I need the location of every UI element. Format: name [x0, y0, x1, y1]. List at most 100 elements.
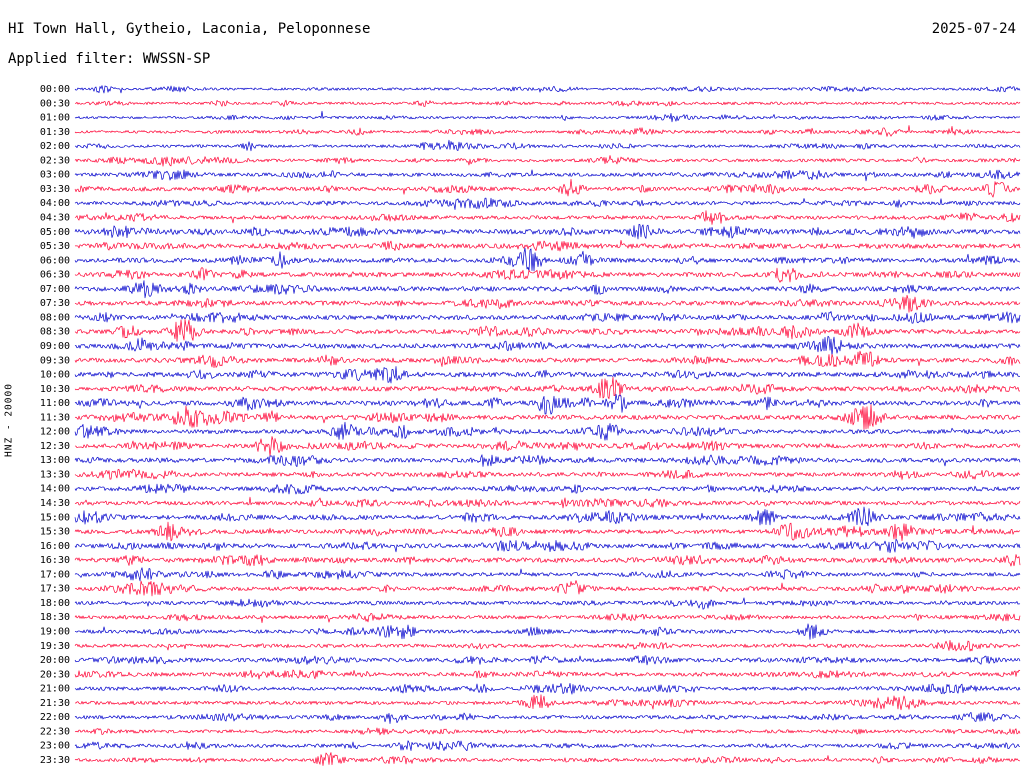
time-label-13:30: 13:30: [40, 470, 70, 481]
time-label-17:30: 17:30: [40, 584, 70, 595]
time-label-22:00: 22:00: [40, 712, 70, 723]
trace-09:30: [74, 350, 1021, 369]
time-label-02:30: 02:30: [40, 155, 70, 166]
trace-01:30: [74, 125, 1021, 137]
time-label-04:00: 04:00: [40, 198, 70, 209]
trace-14:30: [74, 496, 1021, 509]
trace-12:00: [74, 421, 1021, 441]
time-label-12:30: 12:30: [40, 441, 70, 452]
time-label-22:30: 22:30: [40, 726, 70, 737]
time-label-15:30: 15:30: [40, 527, 70, 538]
trace-13:00: [74, 454, 1021, 467]
trace-04:00: [74, 197, 1021, 210]
trace-00:30: [74, 99, 1021, 107]
time-label-19:00: 19:00: [40, 627, 70, 638]
trace-19:30: [74, 639, 1021, 652]
trace-06:30: [74, 267, 1021, 283]
trace-14:00: [74, 483, 1021, 495]
trace-10:30: [74, 376, 1021, 400]
trace-02:00: [74, 139, 1021, 152]
filter-label: Applied filter: WWSSN-SP: [8, 51, 211, 67]
trace-22:00: [74, 712, 1021, 724]
time-label-10:30: 10:30: [40, 384, 70, 395]
time-label-19:30: 19:30: [40, 641, 70, 652]
trace-22:30: [74, 727, 1021, 736]
time-label-17:00: 17:00: [40, 569, 70, 580]
station-title: HI Town Hall, Gytheio, Laconia, Peloponn…: [8, 21, 371, 37]
time-label-06:30: 06:30: [40, 270, 70, 281]
time-label-00:00: 00:00: [40, 84, 70, 95]
time-label-10:00: 10:00: [40, 370, 70, 381]
time-label-18:00: 18:00: [40, 598, 70, 609]
time-label-08:00: 08:00: [40, 312, 70, 323]
time-label-07:30: 07:30: [40, 298, 70, 309]
time-label-23:30: 23:30: [40, 755, 70, 766]
trace-03:00: [74, 169, 1021, 182]
trace-16:00: [74, 538, 1021, 554]
trace-00:00: [74, 85, 1021, 94]
time-label-11:30: 11:30: [40, 412, 70, 423]
trace-05:00: [74, 223, 1021, 240]
trace-18:00: [74, 597, 1021, 610]
trace-07:30: [74, 294, 1021, 313]
time-label-09:00: 09:00: [40, 341, 70, 352]
time-label-14:00: 14:00: [40, 484, 70, 495]
trace-15:00: [74, 506, 1021, 527]
time-label-02:00: 02:00: [40, 141, 70, 152]
trace-02:30: [74, 155, 1021, 167]
time-label-15:00: 15:00: [40, 512, 70, 523]
time-label-07:00: 07:00: [40, 284, 70, 295]
trace-18:30: [74, 612, 1021, 624]
trace-01:00: [74, 110, 1021, 123]
trace-11:00: [74, 393, 1021, 415]
date-label: 2025-07-24: [931, 21, 1016, 37]
time-label-05:30: 05:30: [40, 241, 70, 252]
time-label-05:00: 05:00: [40, 227, 70, 238]
trace-15:30: [74, 521, 1021, 542]
time-label-16:30: 16:30: [40, 555, 70, 566]
trace-21:30: [74, 694, 1021, 711]
trace-21:00: [74, 682, 1021, 695]
trace-19:00: [74, 623, 1021, 640]
trace-06:00: [74, 247, 1021, 272]
trace-04:30: [74, 210, 1021, 225]
trace-13:30: [74, 468, 1021, 480]
time-label-13:00: 13:00: [40, 455, 70, 466]
trace-09:00: [74, 335, 1021, 356]
time-label-20:30: 20:30: [40, 669, 70, 680]
time-label-11:00: 11:00: [40, 398, 70, 409]
time-label-09:30: 09:30: [40, 355, 70, 366]
trace-08:30: [74, 319, 1021, 342]
trace-17:30: [74, 580, 1021, 597]
trace-16:30: [74, 554, 1021, 567]
trace-05:30: [74, 239, 1021, 252]
trace-11:30: [74, 404, 1021, 430]
time-label-12:00: 12:00: [40, 427, 70, 438]
time-label-04:30: 04:30: [40, 213, 70, 224]
header-row: HI Town Hall, Gytheio, Laconia, Peloponn…: [8, 21, 1016, 37]
time-label-08:30: 08:30: [40, 327, 70, 338]
time-label-23:00: 23:00: [40, 741, 70, 752]
time-label-18:30: 18:30: [40, 612, 70, 623]
time-label-03:30: 03:30: [40, 184, 70, 195]
time-label-01:30: 01:30: [40, 127, 70, 138]
trace-20:00: [74, 655, 1021, 666]
time-label-21:00: 21:00: [40, 684, 70, 695]
trace-03:30: [74, 178, 1021, 198]
trace-10:00: [74, 366, 1021, 384]
time-label-14:30: 14:30: [40, 498, 70, 509]
time-label-16:00: 16:00: [40, 541, 70, 552]
trace-23:30: [74, 752, 1021, 766]
time-label-00:30: 00:30: [40, 98, 70, 109]
trace-07:00: [74, 280, 1021, 299]
trace-20:30: [74, 669, 1021, 680]
time-label-21:30: 21:30: [40, 698, 70, 709]
time-label-20:00: 20:00: [40, 655, 70, 666]
time-label-01:00: 01:00: [40, 113, 70, 124]
time-label-06:00: 06:00: [40, 255, 70, 266]
time-label-03:00: 03:00: [40, 170, 70, 181]
trace-12:30: [74, 436, 1021, 457]
trace-08:00: [74, 311, 1021, 324]
trace-23:00: [74, 740, 1021, 752]
